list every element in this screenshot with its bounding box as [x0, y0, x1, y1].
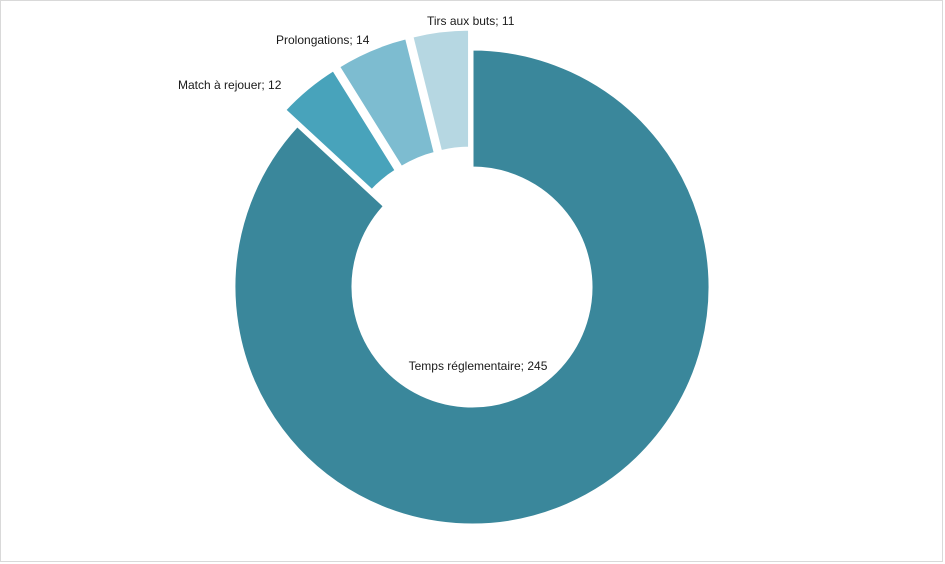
label-tirs-aux-buts: Tirs aux buts; 11: [427, 14, 515, 28]
label-match-a-rejouer: Match à rejouer; 12: [178, 78, 282, 92]
donut-slices: [232, 27, 712, 527]
slice-prolongations: [336, 35, 438, 170]
slice-temps-reglementaire: [232, 47, 712, 527]
label-prolongations: Prolongations; 14: [276, 33, 370, 47]
slice-labels: Temps réglementaire; 245 Match à rejouer…: [178, 14, 548, 373]
label-temps-reglementaire: Temps réglementaire; 245: [409, 359, 548, 373]
slice-match-a-rejouer: [282, 67, 399, 193]
slice-tirs-aux-buts: [409, 27, 472, 154]
